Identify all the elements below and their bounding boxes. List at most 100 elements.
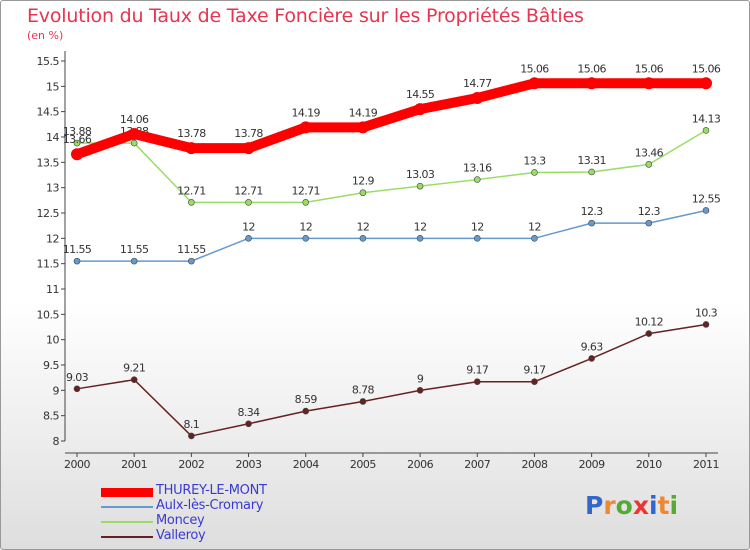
y-tick-label: 15	[46, 80, 59, 93]
logo-letter: r	[603, 491, 616, 520]
legend-label: THUREY-LE-MONT	[156, 483, 267, 498]
series-line	[76, 323, 707, 437]
data-point	[130, 257, 138, 265]
data-point	[531, 235, 538, 242]
data-point	[359, 398, 367, 405]
logo-letter: P	[585, 491, 604, 520]
data-label: 14.55	[406, 88, 435, 101]
data-label: 14.77	[463, 77, 492, 90]
chart-subtitle: (en %)	[27, 29, 64, 42]
data-point	[416, 235, 424, 242]
data-label: 9.63	[581, 340, 604, 353]
x-tick-label: 2000	[64, 458, 90, 471]
data-label: 12.55	[692, 192, 721, 205]
x-tick-label: 2001	[121, 458, 147, 471]
data-point	[130, 376, 138, 383]
data-point	[588, 219, 595, 227]
data-label: 12.71	[234, 184, 263, 197]
y-tick-label: 14.5	[37, 106, 60, 119]
data-label: 14.13	[692, 112, 721, 125]
logo-letter: t	[657, 491, 670, 520]
y-tick-label: 10.5	[37, 308, 60, 321]
data-point	[700, 77, 712, 90]
data-label: 11.55	[177, 243, 206, 256]
data-label: 14.06	[120, 113, 149, 126]
data-point	[356, 121, 369, 134]
data-label: 15.06	[635, 62, 664, 75]
data-label: 12	[414, 220, 427, 233]
x-tick-label: 2004	[293, 458, 319, 471]
y-tick-label: 11.5	[37, 258, 60, 271]
legend-swatch	[101, 536, 153, 538]
data-label: 13.3	[523, 154, 546, 167]
data-label: 13.88	[63, 125, 92, 138]
y-tick-label: 15.5	[37, 55, 60, 68]
logo-letter: i	[649, 491, 658, 520]
data-label: 10.3	[695, 306, 718, 319]
data-label: 15.06	[520, 62, 549, 75]
x-tick-label: 2002	[178, 458, 204, 471]
data-point	[531, 378, 538, 386]
data-label: 13.16	[463, 162, 492, 175]
legend-label: Moncey	[156, 513, 205, 528]
data-point	[473, 235, 481, 242]
data-point	[645, 330, 653, 337]
data-point	[471, 91, 484, 104]
data-label: 12	[242, 220, 255, 233]
data-point	[245, 199, 252, 206]
x-tick-label: 2008	[521, 458, 547, 471]
y-tick-label: 12	[46, 232, 59, 245]
legend-swatch	[101, 487, 153, 497]
data-label: 12	[471, 220, 484, 233]
data-point	[130, 139, 138, 147]
data-label: 10.12	[635, 316, 664, 329]
data-point	[414, 103, 427, 116]
data-label: 8.34	[237, 406, 260, 419]
data-label: 14.19	[291, 106, 320, 119]
data-point	[645, 161, 653, 168]
data-label: 14.19	[349, 106, 378, 119]
data-point	[702, 321, 710, 328]
data-point	[245, 420, 252, 428]
data-point	[359, 235, 367, 242]
x-tick-label: 2003	[236, 458, 262, 471]
data-label: 12	[299, 220, 312, 233]
data-label: 13.78	[177, 127, 206, 140]
data-point	[188, 199, 195, 206]
data-point	[73, 257, 81, 265]
data-point	[585, 77, 598, 90]
data-label: 13.66	[63, 133, 92, 146]
data-point	[588, 355, 595, 362]
data-point	[702, 127, 710, 134]
data-point	[242, 142, 255, 155]
logo-letter: o	[615, 491, 633, 520]
data-point	[531, 169, 538, 176]
series-line	[76, 209, 707, 262]
y-tick-label: 10	[46, 334, 59, 347]
data-point	[245, 235, 252, 242]
data-point	[188, 432, 195, 440]
data-label: 8.78	[352, 383, 375, 396]
data-point	[73, 385, 81, 393]
y-tick-label: 11	[46, 283, 59, 296]
data-point	[185, 142, 198, 155]
y-tick-label: 9	[53, 384, 60, 397]
legend-swatch	[101, 521, 153, 523]
data-point	[359, 189, 367, 197]
legend-swatch	[101, 506, 153, 508]
data-label: 12.71	[291, 184, 320, 197]
data-point	[71, 148, 83, 161]
y-tick-label: 8.5	[43, 410, 59, 423]
data-label: 12.3	[581, 205, 604, 218]
data-label: 11.55	[63, 243, 92, 256]
x-tick-label: 2006	[407, 458, 433, 471]
data-point	[642, 77, 655, 90]
data-label: 9.03	[66, 371, 89, 384]
data-point	[416, 182, 424, 190]
series-line	[72, 78, 711, 160]
data-label: 12	[357, 220, 370, 233]
y-tick-label: 9.5	[43, 359, 59, 372]
data-label: 9	[417, 372, 424, 385]
x-tick-label: 2005	[350, 458, 376, 471]
